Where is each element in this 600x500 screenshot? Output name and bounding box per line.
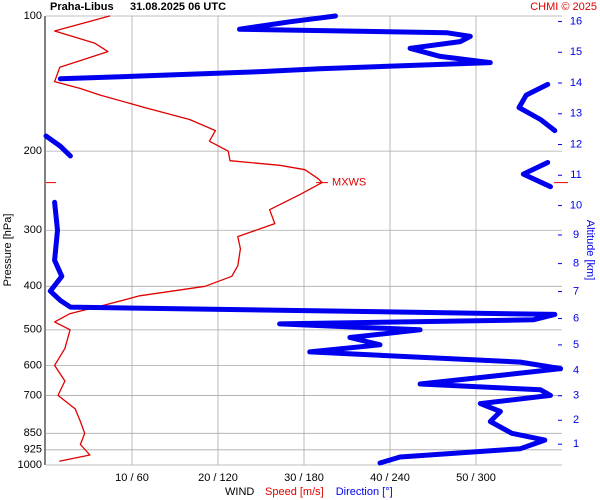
direction-line [520,160,553,190]
y2-tick-label: 8 [573,258,579,270]
x-tick-label: 40 / 240 [370,472,410,484]
y2-tick-label: 15 [570,46,582,58]
x-tick-label: 20 / 120 [198,472,238,484]
y2-axis-label: Altitude [km] [584,220,596,281]
y-tick-label: 850 [24,427,42,439]
direction-line [516,81,558,134]
y-tick-label: 100 [24,10,42,22]
x-tick-label: 30 / 180 [284,472,324,484]
y-tick-label: 700 [24,389,42,401]
y2-tick-label: 7 [573,285,579,297]
y2-tick-label: 6 [573,312,579,324]
y2-tick-label: 16 [570,15,582,27]
y2-tick-label: 12 [570,138,582,150]
y-tick-label: 300 [24,224,42,236]
y2-tick-label: 3 [573,390,579,402]
y2-tick-label: 14 [570,77,582,89]
annotation: MXWS [332,177,366,189]
y2-tick-label: 13 [570,108,582,120]
legend-title: WIND [225,486,254,498]
legend-label: Direction [°] [336,486,393,498]
y-tick-label: 500 [24,324,42,336]
direction-line [47,199,564,466]
y-tick-label: 200 [24,145,42,157]
direction-line [57,13,493,82]
y-tick-label: 400 [24,280,42,292]
speed-line [53,15,323,462]
y2-tick-label: 2 [573,414,579,426]
y2-tick-label: 11 [570,169,581,181]
x-tick-label: 50 / 300 [456,472,496,484]
direction-line [43,133,73,159]
station: Praha-Libus [50,1,114,13]
y2-tick-label: 4 [573,365,579,377]
y-tick-label: 925 [24,444,42,456]
y2-tick-label: 1 [573,438,579,450]
y-tick-label: 1000 [18,459,42,471]
legend-label: Speed [m/s] [265,486,324,498]
x-tick-label: 10 / 60 [115,472,149,484]
y2-tick-label: 10 [570,199,582,211]
y-tick-label: 600 [24,359,42,371]
y-axis-label: Pressure [hPa] [2,214,14,287]
y2-tick-label: 9 [573,229,579,241]
credit: CHMI © 2025 [530,1,597,13]
chart-title: 31.08.2025 06 UTC [130,1,226,13]
y2-tick-label: 5 [573,339,579,351]
